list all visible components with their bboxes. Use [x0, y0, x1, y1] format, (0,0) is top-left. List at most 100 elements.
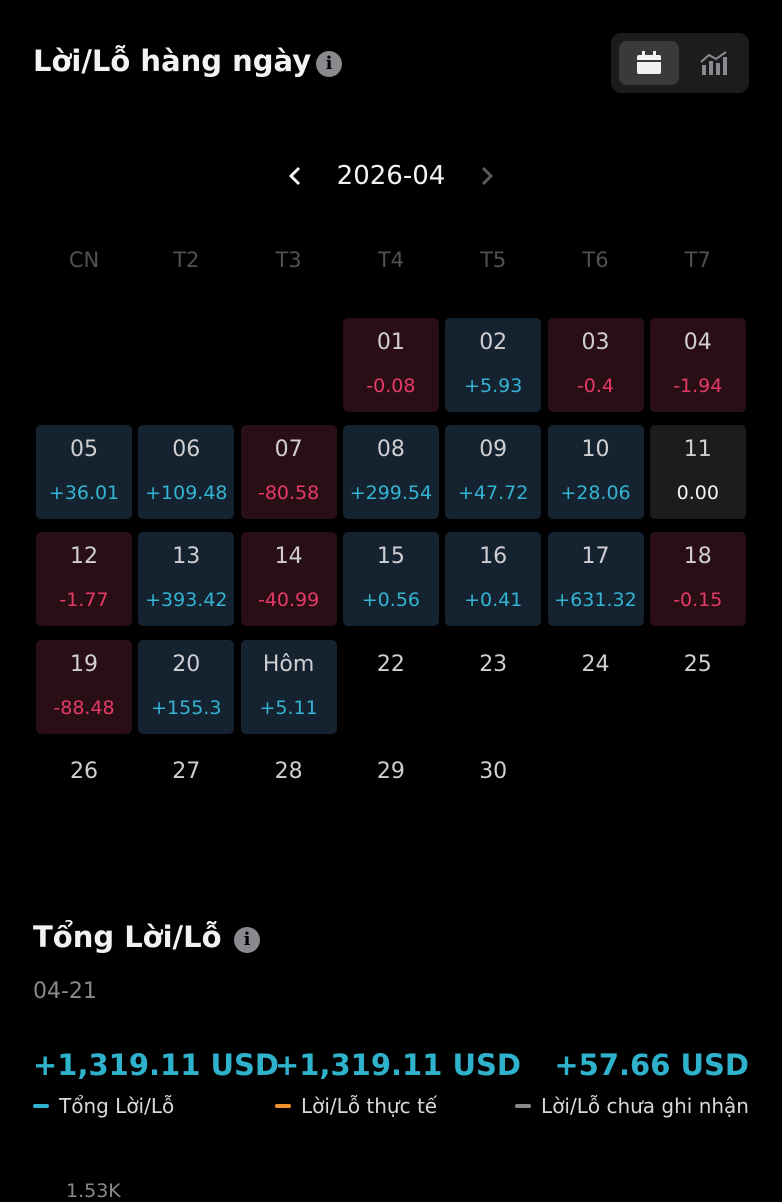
summary-date: 04-21 [33, 979, 97, 1004]
chart-view-button[interactable] [687, 41, 741, 85]
day-cell[interactable] [547, 532, 644, 627]
view-toggle [611, 33, 749, 93]
day-pnl: -1.94 [673, 375, 723, 397]
day-number: 05 [70, 437, 98, 463]
day-cell[interactable] [138, 532, 235, 627]
day-number: 29 [376, 758, 405, 784]
day-number: 12 [70, 544, 98, 570]
day-pnl: +47.72 [458, 482, 529, 505]
day-pnl: -0.4 [576, 375, 615, 397]
day-pnl: -0.08 [366, 375, 416, 397]
day-cell[interactable] [445, 425, 542, 520]
day-number: 14 [274, 544, 303, 570]
day-number: 06 [172, 437, 201, 463]
legend-item: Tổng Lời/Lỗ [33, 1094, 174, 1118]
day-cell[interactable] [342, 425, 439, 520]
axis-label: 1.53K [66, 1180, 121, 1202]
day-number: 15 [376, 544, 405, 570]
day-number: 01 [376, 330, 405, 355]
day-pnl: -40.99 [257, 589, 320, 612]
weekday-label: T5 [480, 248, 507, 272]
day-number: 24 [581, 651, 610, 677]
info-icon[interactable]: i [316, 51, 342, 77]
info-icon[interactable]: i [234, 927, 260, 953]
summary-title: Tổng Lời/Lỗ [33, 920, 222, 954]
day-pnl: -0.15 [673, 589, 723, 612]
day-pnl: 0.00 [676, 482, 719, 505]
day-pnl: +5.93 [464, 375, 523, 397]
day-number: 13 [172, 544, 201, 570]
day-number: 02 [479, 330, 508, 355]
day-pnl: +393.42 [145, 589, 228, 612]
day-cell[interactable] [240, 532, 337, 627]
day-pnl: +28.06 [560, 482, 631, 505]
day-pnl: +0.41 [464, 589, 523, 612]
day-number: 23 [479, 651, 508, 677]
legend-item: Lời/Lỗ chưa ghi nhận [515, 1094, 749, 1118]
legend-swatch [275, 1104, 291, 1108]
day-pnl: +0.56 [361, 589, 420, 612]
month-label: 2026-04 [336, 161, 446, 191]
day-pnl: +155.3 [151, 696, 222, 719]
legend-swatch [515, 1104, 532, 1108]
day-cell[interactable] [547, 425, 644, 520]
day-number: 27 [172, 758, 201, 784]
prev-month[interactable] [286, 165, 304, 187]
day-number: 26 [70, 758, 98, 784]
day-number: 19 [70, 651, 98, 677]
day-number: Hôm [262, 651, 315, 677]
day-number: 09 [479, 437, 508, 463]
day-pnl: -80.58 [257, 482, 320, 505]
next-month[interactable] [478, 165, 496, 187]
summary-value: +1,319.11 USD [33, 1048, 280, 1082]
weekday-label: T4 [377, 248, 404, 272]
weekday-label: T3 [275, 248, 302, 272]
day-number: 30 [479, 758, 508, 784]
day-cell[interactable] [342, 532, 439, 627]
day-number: 22 [376, 651, 405, 677]
day-cell[interactable] [36, 425, 132, 520]
legend-label: Lời/Lỗ chưa ghi nhận [541, 1094, 749, 1118]
day-number: 25 [683, 651, 712, 677]
day-pnl: +299.54 [349, 482, 433, 505]
day-cell[interactable] [36, 532, 132, 627]
day-cell[interactable] [547, 318, 644, 412]
legend-item: Lời/Lỗ thực tế [275, 1094, 437, 1118]
day-number: 07 [274, 437, 303, 463]
day-cell[interactable] [445, 532, 542, 627]
day-number: 08 [376, 437, 405, 463]
summary-value: +1,319.11 USD [275, 1048, 522, 1082]
day-pnl: +109.48 [145, 482, 228, 505]
day-cell[interactable] [138, 425, 235, 520]
weekday-label: T7 [684, 248, 711, 272]
day-number: 11 [683, 437, 712, 463]
weekday-label: CN [68, 248, 100, 272]
day-pnl: +5.11 [259, 696, 318, 719]
day-pnl: +36.01 [48, 482, 120, 505]
calendar-icon [637, 51, 661, 74]
day-number: 16 [479, 544, 508, 570]
day-cell[interactable] [138, 639, 235, 734]
day-cell[interactable] [36, 639, 132, 734]
day-cell[interactable] [649, 532, 746, 627]
day-cell[interactable] [649, 425, 746, 520]
day-cell[interactable] [445, 318, 542, 412]
calendar-view-button[interactable] [619, 41, 679, 85]
day-cell[interactable] [649, 318, 746, 412]
day-cell[interactable] [342, 318, 439, 412]
day-number: 10 [581, 437, 610, 463]
day-number: 04 [683, 330, 712, 355]
chart-icon [700, 51, 727, 75]
day-pnl: +631.32 [554, 589, 637, 612]
day-pnl: -1.77 [59, 589, 109, 612]
legend-label: Lời/Lỗ thực tế [301, 1094, 438, 1118]
day-cell[interactable] [240, 425, 337, 520]
legend-swatch [33, 1104, 49, 1108]
weekday-label: T2 [173, 248, 200, 272]
header-title: Lời/Lỗ hàng ngày [33, 44, 312, 78]
weekday-label: T6 [582, 248, 609, 272]
day-pnl: -88.48 [53, 696, 115, 719]
day-cell[interactable] [240, 639, 337, 734]
day-number: 28 [274, 758, 303, 784]
